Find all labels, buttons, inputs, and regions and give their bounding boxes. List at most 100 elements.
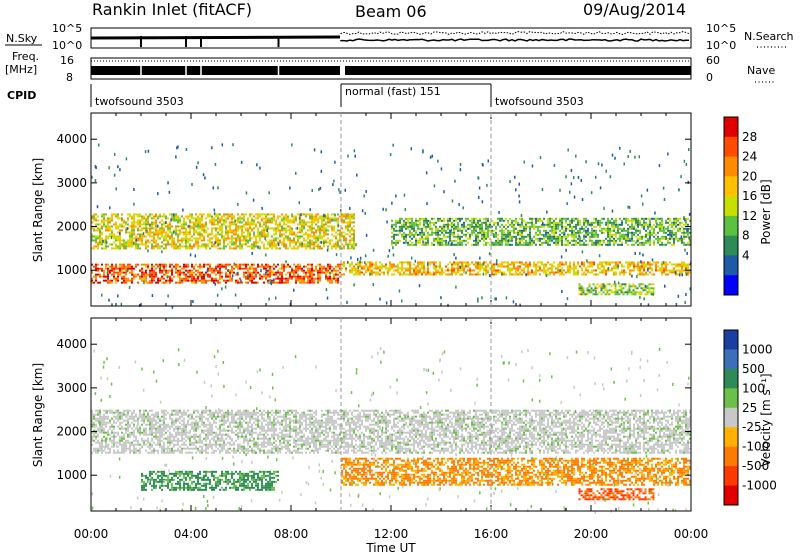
heat-cell [327, 275, 329, 278]
heat-cell [249, 239, 251, 242]
heat-cell [153, 245, 155, 248]
heat-cell [235, 239, 237, 242]
heat-cell [281, 225, 283, 228]
heat-cell [599, 239, 601, 242]
heat-cell [651, 263, 653, 266]
heat-cell [231, 269, 233, 272]
heat-cell [289, 221, 291, 224]
heat-cell [569, 271, 571, 274]
heat-cell [151, 223, 153, 226]
heat-cell [409, 271, 411, 274]
heat-cell [525, 223, 527, 226]
heat-cell [153, 235, 155, 238]
heat-cell [291, 241, 293, 244]
scatter-cell [257, 245, 259, 249]
heat-cell [139, 213, 141, 216]
heat-cell [123, 241, 125, 244]
heat-cell [193, 281, 195, 284]
heat-cell [259, 223, 261, 226]
heat-cell [628, 291, 631, 294]
heat-cell [535, 267, 537, 270]
heat-cell [563, 263, 565, 266]
heat-cell [607, 239, 609, 242]
heat-cell [231, 239, 233, 242]
scatter-cell [285, 260, 287, 264]
heat-cell [183, 231, 185, 234]
heat-cell [427, 269, 429, 272]
heat-cell [615, 241, 617, 244]
heat-cell [145, 221, 147, 224]
heat-cell [505, 223, 507, 226]
heat-cell [630, 293, 633, 296]
heat-cell [171, 277, 173, 280]
heat-cell [513, 267, 515, 270]
heat-cell [123, 267, 125, 270]
scatter-cell [96, 205, 99, 209]
heat-cell [253, 269, 255, 272]
heat-cell [353, 273, 355, 276]
heat-cell [451, 243, 453, 246]
heat-cell [685, 265, 687, 268]
heat-cell [405, 225, 407, 228]
heat-cell [505, 239, 507, 242]
heat-cell [243, 275, 245, 278]
heat-cell [553, 261, 555, 264]
scatter-cell [339, 190, 341, 194]
heat-cell [689, 241, 691, 244]
heat-cell [303, 227, 305, 230]
heat-cell [616, 291, 619, 294]
heat-cell [175, 215, 177, 218]
heat-cell [579, 231, 581, 234]
heat-cell [221, 271, 223, 274]
heat-cell [435, 273, 437, 276]
scatter-cell [478, 186, 481, 190]
heat-cell [393, 223, 395, 226]
heat-cell [119, 239, 121, 242]
heat-cell [457, 263, 459, 266]
scatter-cell [603, 284, 606, 288]
heat-cell [159, 247, 161, 250]
scatter-cell [125, 157, 128, 161]
heat-cell [681, 241, 683, 244]
heat-cell [153, 271, 155, 274]
heat-cell [117, 237, 119, 240]
heat-cell [277, 271, 279, 274]
heat-cell [445, 273, 447, 276]
heat-cell [439, 219, 441, 222]
heat-cell [421, 235, 423, 238]
heat-cell [511, 225, 513, 228]
heat-cell [595, 225, 597, 228]
heat-cell [175, 265, 177, 268]
heat-cell [477, 271, 479, 274]
scatter-cell [217, 186, 219, 190]
scatter-cell [409, 225, 412, 229]
heat-cell [591, 221, 593, 224]
heat-cell [93, 239, 95, 242]
heat-cell [639, 235, 641, 238]
heat-cell [175, 281, 177, 284]
heat-cell [109, 269, 111, 272]
heat-cell [483, 221, 485, 224]
heat-cell [247, 281, 249, 284]
heat-cell [535, 273, 537, 276]
heat-cell [399, 239, 401, 242]
heat-cell [263, 265, 265, 268]
heat-cell [115, 237, 117, 240]
heat-cell [437, 241, 439, 244]
heat-cell [289, 233, 291, 236]
heat-cell [603, 227, 605, 230]
heat-cell [471, 269, 473, 272]
heat-cell [309, 221, 311, 224]
heat-cell [319, 273, 321, 276]
heat-cell [267, 225, 269, 228]
heat-cell [417, 271, 419, 274]
heat-cell [641, 237, 643, 240]
heat-cell [379, 273, 381, 276]
heat-cell [607, 261, 609, 264]
heat-cell [439, 237, 441, 240]
heat-cell [629, 237, 631, 240]
heat-cell [177, 269, 179, 272]
heat-cell [619, 243, 621, 246]
heat-cell [167, 233, 169, 236]
heat-cell [247, 239, 249, 242]
